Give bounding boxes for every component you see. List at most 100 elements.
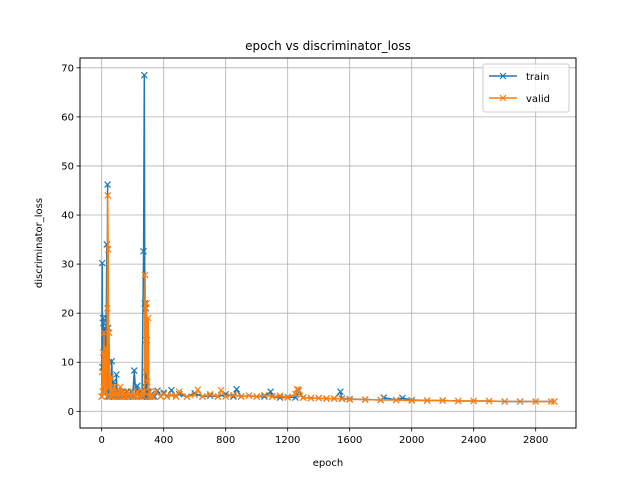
- y-tick-label: 60: [61, 112, 74, 123]
- data-point-valid: [377, 396, 385, 404]
- data-point-train: [206, 392, 214, 400]
- data-point-valid: [103, 304, 111, 312]
- y-tick-label: 20: [61, 309, 74, 320]
- data-point-valid: [199, 393, 206, 401]
- data-point-valid: [217, 386, 225, 394]
- data-point-valid: [105, 329, 113, 337]
- y-axis-ticks: 0 10 20 30 40 50 60 70: [61, 63, 80, 418]
- data-point-valid: [346, 396, 354, 403]
- data-point-valid: [470, 397, 478, 405]
- data-point-valid: [253, 393, 261, 401]
- data-point-valid: [299, 394, 307, 402]
- y-tick-label: 30: [61, 260, 74, 271]
- legend: train valid: [482, 63, 570, 113]
- data-point-train: [168, 386, 175, 394]
- data-point-train: [140, 71, 148, 79]
- data-point-valid: [330, 395, 338, 402]
- data-point-valid: [112, 393, 120, 401]
- x-tick-label: 800: [216, 435, 235, 446]
- data-point-valid: [143, 299, 151, 307]
- data-point-valid: [293, 385, 301, 393]
- x-tick-label: 1200: [275, 435, 300, 446]
- data-point-valid: [191, 391, 199, 399]
- data-point-valid: [138, 388, 146, 396]
- x-tick-label: 1600: [337, 435, 362, 446]
- data-point-valid: [146, 388, 154, 396]
- data-point-valid: [100, 329, 108, 337]
- data-point-valid: [137, 393, 144, 401]
- data-point-valid: [222, 393, 230, 401]
- x-tick-label: 400: [154, 435, 173, 446]
- data-point-valid: [501, 398, 509, 405]
- data-point-valid: [547, 398, 555, 405]
- data-point-train: [140, 247, 147, 255]
- data-point-valid: [141, 271, 149, 279]
- data-point-valid: [116, 383, 124, 391]
- data-point-valid: [104, 191, 112, 199]
- data-point-valid: [144, 378, 151, 386]
- data-point-valid: [102, 344, 110, 351]
- data-point-valid: [292, 390, 299, 398]
- data-point-train: [98, 259, 106, 267]
- data-point-valid: [142, 368, 150, 376]
- data-point-valid: [214, 393, 222, 401]
- grid: [80, 58, 576, 428]
- series-valid: [98, 191, 558, 405]
- data-point-valid: [104, 245, 112, 253]
- series-layer: [98, 71, 558, 405]
- data-point-valid: [149, 393, 157, 401]
- data-point-valid: [361, 396, 369, 403]
- data-point-valid: [454, 397, 462, 405]
- data-point-valid: [392, 396, 400, 404]
- plot-frame: [79, 57, 577, 429]
- data-point-valid: [284, 394, 292, 402]
- y-axis-label: discriminator_loss: [34, 198, 45, 288]
- data-point-valid: [144, 314, 152, 322]
- legend-label-train: train: [526, 72, 549, 83]
- x-tick-label: 2000: [399, 435, 424, 446]
- data-point-valid: [295, 386, 302, 394]
- chart-title: epoch vs discriminator_loss: [245, 39, 411, 53]
- data-point-valid: [168, 391, 175, 399]
- x-axis-ticks: 0 400 800 1200 1600 2000 2400 2800: [99, 428, 548, 446]
- data-point-valid: [245, 392, 253, 400]
- y-tick-label: 50: [61, 161, 74, 172]
- data-point-valid: [408, 397, 416, 404]
- data-point-valid: [230, 391, 237, 399]
- data-point-valid: [261, 391, 268, 399]
- data-point-valid: [323, 395, 330, 402]
- data-point-valid: [106, 393, 114, 401]
- data-point-valid: [423, 397, 431, 404]
- data-point-valid: [439, 397, 447, 404]
- data-point-valid: [175, 388, 183, 396]
- data-point-train: [261, 393, 268, 401]
- data-point-valid: [172, 393, 180, 401]
- legend-label-valid: valid: [526, 94, 550, 105]
- data-point-valid: [516, 398, 524, 405]
- data-point-valid: [237, 393, 245, 401]
- data-point-valid: [550, 398, 558, 405]
- data-point-valid: [194, 386, 202, 394]
- data-point-valid: [296, 392, 304, 400]
- data-point-train: [230, 393, 237, 401]
- legend-marker-train: [499, 72, 507, 80]
- data-point-valid: [485, 397, 493, 405]
- data-point-train: [104, 181, 112, 189]
- data-point-valid: [102, 363, 110, 371]
- data-point-valid: [307, 394, 315, 402]
- x-tick-label: 2800: [523, 435, 548, 446]
- y-tick-label: 40: [61, 211, 74, 222]
- data-point-valid: [268, 393, 276, 401]
- x-axis-label: epoch: [313, 458, 343, 469]
- data-point-valid: [532, 398, 540, 405]
- data-point-valid: [206, 390, 214, 398]
- y-tick-label: 0: [68, 407, 74, 418]
- data-point-train: [113, 371, 120, 378]
- x-tick-label: 2400: [461, 435, 486, 446]
- y-tick-label: 10: [61, 358, 74, 369]
- y-tick-label: 70: [61, 63, 74, 74]
- x-tick-label: 0: [99, 435, 105, 446]
- data-point-valid: [110, 383, 118, 391]
- legend-marker-valid: [499, 94, 507, 102]
- data-point-valid: [338, 395, 346, 403]
